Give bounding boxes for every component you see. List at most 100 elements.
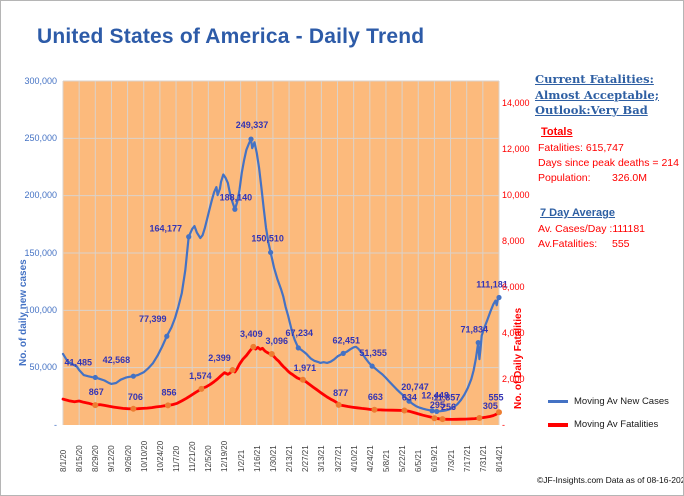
data-point-marker (476, 415, 483, 422)
series-line-left (61, 137, 501, 413)
data-label: 1,574 (189, 371, 212, 381)
assessment-line-1: Current Fatalities: (535, 72, 654, 86)
x-axis-date-label: 10/24/20 (155, 440, 165, 472)
data-label: 256 (441, 402, 456, 412)
data-point-marker (130, 405, 137, 412)
assessment-line-3: Outlook:Very Bad (535, 103, 648, 117)
x-axis-date-label: 1/30/21 (268, 445, 278, 472)
data-point-marker (299, 376, 306, 383)
data-point-marker (369, 363, 375, 369)
y-left-tick-label: 300,000 (24, 75, 57, 86)
x-axis-date-label: 8/1/20 (59, 449, 68, 472)
data-label: 51,355 (359, 348, 387, 358)
data-point-marker (198, 385, 205, 392)
x-axis-date-label: 1/16/21 (252, 445, 262, 472)
legend-item-new-cases: Moving Av New Cases (548, 396, 669, 407)
series-line-right (61, 345, 501, 421)
totals-fatalities: Fatalities: 615,747 (538, 142, 624, 154)
fatalities-line-swatch (548, 422, 568, 427)
data-label: 877 (333, 388, 348, 398)
x-axis-date-label: 8/15/20 (75, 445, 85, 472)
data-point-marker (434, 408, 440, 415)
data-label: 67,234 (286, 328, 314, 338)
x-axis-date-label: 12/5/20 (204, 445, 214, 472)
left-axis-title: No. of daily new cases (18, 259, 29, 366)
data-label: 1,971 (294, 363, 317, 373)
x-axis-date-label: 7/31/21 (478, 445, 488, 472)
data-point-marker (268, 350, 275, 357)
y-right-tick-label: 4,000 (502, 327, 525, 338)
data-point-marker (340, 350, 346, 356)
data-label: 3,096 (266, 336, 289, 346)
legend-label-new-cases: Moving Av New Cases (574, 396, 669, 407)
x-axis-date-label: 5/22/21 (398, 445, 408, 472)
data-label: 2,399 (208, 353, 231, 363)
data-label: 867 (89, 387, 104, 397)
x-axis-date-label: 1/2/21 (236, 449, 246, 472)
data-point-marker (164, 402, 171, 409)
data-point-marker (406, 398, 412, 404)
data-label: 555 (488, 392, 503, 402)
assessment-note: Current Fatalities: Almost Acceptable; O… (535, 72, 659, 119)
avg-cases-value: 111181 (612, 223, 646, 235)
data-label: 856 (161, 387, 176, 397)
y-right-tick-label: 6,000 (502, 281, 525, 292)
data-point-marker (164, 333, 170, 339)
data-label: 41,485 (65, 357, 93, 367)
data-label: 305 (483, 401, 498, 411)
data-label: 12,448 (421, 391, 449, 401)
data-point-marker (496, 294, 502, 301)
seven-day-cases: Av. Cases/Day : 111181 (538, 222, 645, 237)
data-point-marker (250, 343, 257, 350)
plot-area: 41,485 42,568 77,399 164,177 188,140 249,337 1… (61, 80, 508, 425)
data-point-marker (431, 415, 438, 422)
data-label: 71,834 (460, 325, 488, 335)
population-label: Population: (538, 172, 591, 184)
data-point-marker (371, 406, 378, 413)
x-axis-date-label: 6/19/21 (430, 445, 440, 472)
data-point-marker (92, 374, 98, 381)
y-left-tick-label: 150,000 (24, 247, 57, 258)
data-point-marker (475, 340, 481, 346)
x-axis-date-label: 11/7/20 (172, 445, 182, 472)
data-label: 3,409 (240, 329, 263, 339)
avg-fatalities-value: 555 (612, 237, 630, 250)
legend-label-fatalities: Moving Av Fatalities (574, 419, 659, 430)
data-point-marker (186, 234, 192, 240)
population-value: 326.0M (612, 172, 648, 184)
x-axis-date-label: 2/13/21 (285, 445, 295, 472)
data-point-marker (496, 409, 502, 416)
y-left-tick-label: 50,000 (29, 362, 57, 373)
data-point-marker (439, 416, 446, 423)
y-right-tick-label: - (502, 419, 505, 430)
data-point-marker (429, 408, 435, 414)
seven-day-heading: 7 Day Average (540, 207, 616, 219)
data-label: 111,181 (476, 280, 508, 290)
x-axis-date-label: 4/24/21 (365, 445, 375, 472)
y-right-tick-label: 8,000 (502, 236, 525, 247)
data-label: 188,140 (220, 192, 253, 202)
data-label: 295 (430, 400, 445, 410)
x-axis-date-label: 12/19/20 (220, 440, 230, 472)
data-point-marker (248, 136, 254, 142)
data-label: 20,747 (401, 382, 429, 392)
totals-heading: Totals (541, 126, 573, 138)
y-left-tick-label: 200,000 (24, 190, 57, 201)
x-axis-date-label: 2/27/21 (301, 445, 311, 472)
data-label: 706 (128, 392, 143, 402)
data-label: 11,857 (433, 392, 460, 402)
x-axis-date-label: 3/27/21 (333, 445, 343, 472)
data-point-marker (295, 345, 301, 351)
y-right-tick-label: 10,000 (502, 190, 530, 201)
data-point-marker (232, 206, 238, 212)
data-label: 77,399 (139, 314, 167, 324)
y-right-tick-label: 2,000 (502, 373, 525, 384)
y-left-tick-label: 250,000 (24, 132, 57, 143)
totals-days-since-peak: Days since peak deaths = 214 (538, 157, 679, 169)
x-axis-date-label: 10/10/20 (139, 440, 149, 472)
data-point-marker (335, 401, 342, 408)
totals-block: Fatalities: 615,747 Days since peak deat… (538, 141, 679, 186)
legend-item-fatalities: Moving Av Fatalities (548, 419, 658, 430)
seven-day-fatalities: Av.Fatalities: 555 (538, 237, 645, 252)
